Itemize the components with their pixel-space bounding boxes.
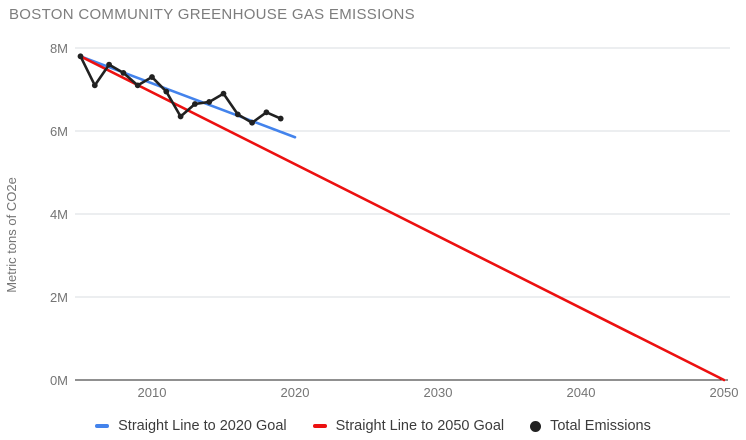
legend-item-2050-goal[interactable]: Straight Line to 2050 Goal — [312, 418, 505, 434]
data-point[interactable] — [106, 61, 112, 68]
chart-title: BOSTON COMMUNITY GREENHOUSE GAS EMISSION… — [9, 6, 415, 23]
legend-item-2020-goal[interactable]: Straight Line to 2020 Goal — [95, 418, 287, 434]
data-point[interactable] — [220, 90, 227, 97]
data-point[interactable] — [120, 70, 127, 76]
x-tick-2030: 2030 — [424, 385, 453, 400]
series-line-straight-line-to-2020-goal[interactable] — [79, 54, 297, 139]
series-layer — [77, 53, 726, 382]
data-point[interactable] — [77, 53, 84, 60]
legend-label: Straight Line to 2020 Goal — [118, 418, 287, 434]
x-tick-2040: 2040 — [567, 385, 596, 400]
data-point[interactable] — [206, 99, 213, 105]
y-tick-6m: 6M — [50, 124, 68, 139]
data-point[interactable] — [277, 115, 284, 122]
y-tick-2m: 2M — [50, 290, 68, 305]
data-point[interactable] — [192, 101, 198, 107]
y-tick-0m: 0M — [50, 373, 68, 388]
blue-dash-icon — [95, 423, 110, 429]
data-point[interactable] — [163, 88, 170, 95]
legend-label: Straight Line to 2050 Goal — [335, 418, 505, 434]
data-point[interactable] — [91, 82, 98, 89]
x-tick-2010: 2010 — [138, 385, 167, 400]
data-point[interactable] — [149, 74, 155, 80]
x-tick-2050: 2050 — [710, 385, 739, 400]
legend-item-total-emissions[interactable]: Total Emissions — [530, 418, 651, 434]
legend-label: Total Emissions — [550, 418, 651, 434]
black-circle-icon — [530, 420, 542, 432]
x-tick-2020: 2020 — [281, 385, 310, 400]
data-point[interactable] — [263, 109, 270, 116]
series-line-straight-line-to-2050-goal[interactable] — [79, 54, 726, 382]
data-point[interactable] — [134, 82, 141, 89]
legend: Straight Line to 2020 Goal Straight Line… — [0, 412, 746, 440]
data-point[interactable] — [177, 113, 184, 120]
red-dash-icon — [312, 423, 327, 429]
y-tick-8m: 8M — [50, 41, 68, 56]
grid-layer — [75, 47, 730, 381]
data-point[interactable] — [249, 119, 256, 126]
y-axis-title: Metric tons of CO2e — [4, 177, 19, 293]
data-point[interactable] — [234, 111, 241, 118]
y-tick-4m: 4M — [50, 207, 68, 222]
